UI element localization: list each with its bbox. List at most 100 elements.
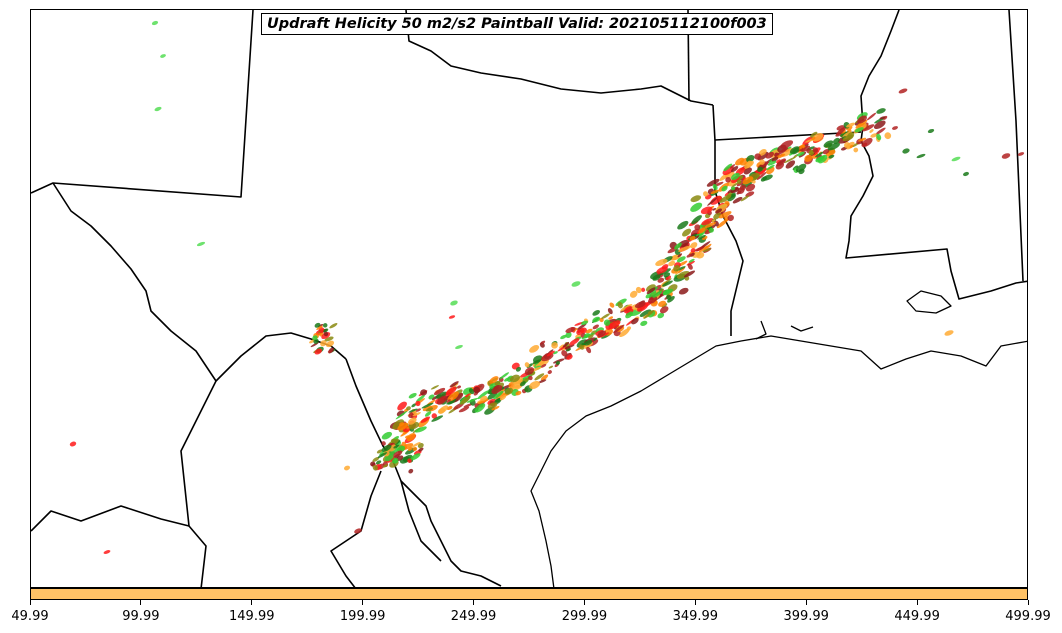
storm-cell xyxy=(804,154,813,162)
storm-cell xyxy=(812,147,818,153)
storm-cell xyxy=(390,438,396,443)
storm-cell xyxy=(431,415,444,422)
storm-cell xyxy=(678,287,689,295)
storm-cell xyxy=(875,127,886,135)
storm-cell xyxy=(730,182,739,188)
storm-cell xyxy=(916,153,926,159)
storm-cell xyxy=(757,166,763,172)
storm-cell xyxy=(457,385,461,389)
storm-cell xyxy=(405,435,410,439)
storm-cell xyxy=(325,340,335,348)
storm-cell xyxy=(412,412,421,417)
storm-cell xyxy=(314,322,321,328)
storm-cell xyxy=(658,300,667,307)
storm-cell xyxy=(884,132,892,140)
colorbar-tick-mark xyxy=(29,600,31,605)
storm-cell xyxy=(504,387,513,395)
storm-cell xyxy=(898,88,908,94)
storm-cell xyxy=(951,156,961,162)
colorbar xyxy=(30,588,1028,600)
storm-cell xyxy=(870,133,878,138)
storm-cell xyxy=(718,211,732,219)
colorbar-tick-mark xyxy=(1027,600,1029,605)
storm-cell xyxy=(676,256,686,263)
storm-cell xyxy=(707,197,717,206)
storm-cell xyxy=(694,246,705,252)
storm-cell xyxy=(697,234,706,240)
storm-cell xyxy=(402,454,413,462)
colorbar-tick-mark xyxy=(140,600,142,605)
storm-cell xyxy=(548,365,554,369)
storm-cell xyxy=(580,320,589,326)
storm-cell xyxy=(565,348,571,352)
storm-cell xyxy=(406,406,411,411)
tx-ar-la-border xyxy=(712,104,744,336)
gulf-coastline xyxy=(530,290,1027,587)
storm-cell xyxy=(415,408,421,412)
storm-cell xyxy=(746,154,755,163)
storm-cell xyxy=(673,265,681,272)
storm-cell xyxy=(577,323,587,330)
storm-cell xyxy=(771,156,779,162)
storm-cell xyxy=(617,301,623,309)
storm-cell xyxy=(532,355,543,363)
storm-cell xyxy=(586,346,592,354)
storm-cell xyxy=(343,465,351,471)
storm-cell xyxy=(677,253,683,258)
storm-cell xyxy=(725,176,732,183)
colorbar-tick-label: 299.99 xyxy=(561,609,608,624)
colorbar-tick-mark xyxy=(583,600,585,605)
storm-cell xyxy=(555,360,560,365)
storm-cell xyxy=(408,468,414,474)
storm-cell xyxy=(727,214,734,222)
storm-cell xyxy=(324,336,334,342)
storm-cell xyxy=(700,206,713,215)
storm-cell xyxy=(393,450,403,458)
storm-cell xyxy=(719,194,732,203)
map-title: Updraft Helicity 50 m2/s2 Paintball Vali… xyxy=(261,13,773,35)
storm-cell xyxy=(641,287,646,292)
storm-cell xyxy=(323,328,329,333)
storm-cell xyxy=(69,441,77,447)
storm-cell xyxy=(797,144,805,150)
storm-cell xyxy=(449,381,459,388)
storm-cell xyxy=(529,381,541,389)
state-boundaries xyxy=(31,10,1027,587)
storm-cell xyxy=(448,315,456,319)
storm-cell xyxy=(529,345,540,353)
storm-cell xyxy=(399,422,405,427)
storm-cell xyxy=(862,124,875,132)
storm-cell xyxy=(712,183,718,191)
storm-cell xyxy=(552,358,565,364)
storm-cell xyxy=(327,349,333,354)
storm-cell xyxy=(715,208,722,214)
storm-cell xyxy=(739,184,747,191)
storm-cell xyxy=(592,324,599,330)
storm-cell xyxy=(849,144,854,148)
storm-cell xyxy=(759,159,765,165)
storm-cell xyxy=(869,129,874,133)
storm-cell xyxy=(406,433,416,442)
storm-cell xyxy=(712,208,717,211)
storm-cell xyxy=(382,464,388,468)
storm-cell xyxy=(540,340,546,345)
storm-cell xyxy=(876,108,886,114)
storm-cell xyxy=(780,140,794,149)
storm-cell xyxy=(676,270,690,279)
storm-cell xyxy=(433,387,446,396)
storm-cell xyxy=(742,176,754,185)
storm-cell xyxy=(730,187,740,194)
storm-cell xyxy=(1017,152,1025,156)
storm-cell xyxy=(652,291,663,298)
storm-cell xyxy=(640,320,648,327)
storm-cell xyxy=(873,120,886,130)
storm-cell xyxy=(812,150,820,156)
storm-cell xyxy=(668,260,676,267)
colorbar-tick-mark xyxy=(362,600,364,605)
map-canvas xyxy=(31,10,1027,587)
storm-cell xyxy=(690,242,698,249)
storm-cell xyxy=(494,380,501,386)
storm-cell xyxy=(667,295,675,303)
storm-cell xyxy=(576,328,585,335)
storm-cell xyxy=(528,375,533,381)
